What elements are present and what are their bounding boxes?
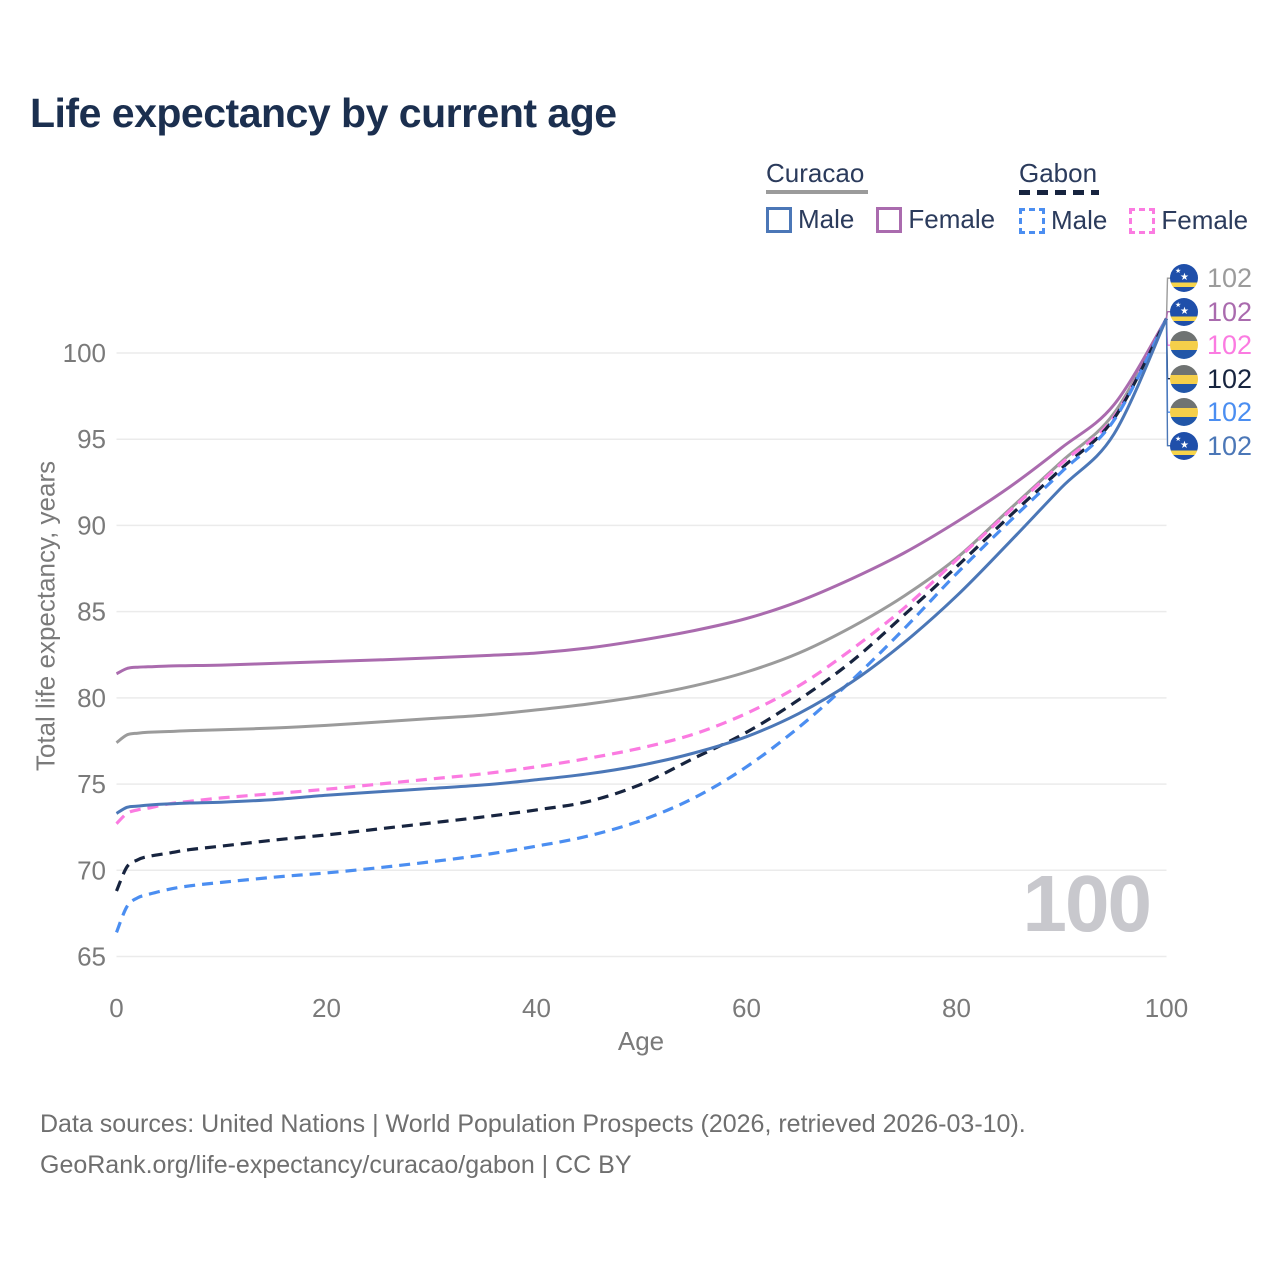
gabon-flag-icon	[1170, 331, 1198, 360]
end-value-curacao-both-sexes: 102	[1207, 263, 1253, 294]
y-tick-65: 65	[77, 942, 106, 972]
gabon-flag-icon	[1170, 364, 1198, 393]
legend-item-curacao-female[interactable]: Female	[876, 204, 995, 235]
footer: Data sources: United Nations | World Pop…	[40, 1104, 1026, 1186]
end-label-gabon-both-sexes[interactable]: 102	[1170, 363, 1253, 394]
curacao-solid-line-swatch	[766, 190, 868, 194]
legend-group-curacao: Curacao Male Female	[766, 158, 995, 235]
legend-label-gabon-male[interactable]: Male	[1051, 205, 1108, 235]
line-gabon-both-sexes[interactable]	[115, 317, 1168, 892]
star-icon: ★	[1180, 305, 1189, 317]
x-tick-100: 100	[1145, 993, 1188, 1023]
gabon-female-swatch[interactable]	[1129, 207, 1156, 234]
line-curacao-male[interactable]	[115, 317, 1168, 815]
star-icon: ★	[1175, 301, 1182, 309]
end-value-curacao-female: 102	[1207, 296, 1253, 327]
curacao-flag-icon: ★ ★	[1170, 264, 1198, 293]
attribution-line: GeoRank.org/life-expectancy/curacao/gabo…	[40, 1151, 632, 1179]
star-icon: ★	[1180, 272, 1189, 284]
star-icon: ★	[1180, 439, 1189, 451]
x-tick-20: 20	[312, 993, 341, 1023]
end-label-curacao-male[interactable]: ★ ★ 102	[1170, 430, 1253, 461]
x-tick-80: 80	[942, 993, 971, 1023]
data-sources-line: Data sources: United Nations | World Pop…	[40, 1110, 1026, 1138]
legend-group-gabon: Gabon Male Female	[1019, 158, 1248, 236]
legend-country-gabon[interactable]: Gabon	[1019, 158, 1098, 188]
gabon-dashed-line-swatch	[1019, 190, 1099, 195]
gabon-flag-icon	[1170, 398, 1198, 427]
x-tick-40: 40	[522, 993, 551, 1023]
line-curacao-female[interactable]	[115, 317, 1168, 676]
legend-item-gabon-female[interactable]: Female	[1129, 205, 1248, 236]
y-tick-90: 90	[77, 510, 106, 540]
line-curacao-both-sexes[interactable]	[115, 317, 1168, 744]
end-label-curacao-both-sexes[interactable]: ★ ★ 102	[1170, 263, 1253, 294]
y-tick-100: 100	[63, 338, 106, 368]
y-tick-85: 85	[77, 597, 106, 627]
legend-label-curacao-female[interactable]: Female	[908, 204, 996, 234]
star-icon: ★	[1175, 435, 1182, 443]
legend-item-curacao-male[interactable]: Male	[766, 204, 854, 235]
line-gabon-male[interactable]	[115, 317, 1168, 934]
line-gabon-female[interactable]	[115, 317, 1168, 825]
y-tick-75: 75	[77, 769, 106, 799]
end-value-gabon-female: 102	[1207, 330, 1253, 361]
age-counter-watermark: 100	[1022, 859, 1152, 948]
legend-country-curacao[interactable]: Curacao	[766, 158, 865, 188]
curacao-flag-icon: ★ ★	[1170, 297, 1198, 326]
page-title: Life expectancy by current age	[30, 90, 617, 136]
star-icon: ★	[1175, 268, 1182, 276]
x-tick-0: 0	[109, 993, 123, 1023]
gabon-male-swatch[interactable]	[1019, 207, 1045, 234]
y-tick-80: 80	[77, 683, 106, 713]
end-label-gabon-male[interactable]: 102	[1170, 397, 1253, 428]
end-label-gabon-female[interactable]: 102	[1170, 330, 1253, 361]
end-value-gabon-both-sexes: 102	[1207, 363, 1253, 394]
x-axis-title: Age	[617, 1026, 665, 1056]
x-tick-60: 60	[732, 993, 761, 1023]
legend-item-gabon-male[interactable]: Male	[1019, 205, 1107, 236]
legend-label-gabon-female[interactable]: Female	[1161, 205, 1249, 235]
end-value-gabon-male: 102	[1207, 397, 1253, 428]
y-tick-70: 70	[77, 855, 106, 885]
y-axis-title: Total life expectancy, years	[30, 460, 61, 772]
curacao-flag-icon: ★ ★	[1170, 431, 1198, 460]
end-value-curacao-male: 102	[1207, 430, 1253, 461]
y-tick-95: 95	[77, 424, 106, 454]
curacao-female-swatch[interactable]	[876, 206, 903, 233]
legend-label-curacao-male[interactable]: Male	[798, 204, 855, 234]
curacao-male-swatch[interactable]	[766, 206, 792, 233]
end-label-curacao-female[interactable]: ★ ★ 102	[1170, 296, 1253, 327]
